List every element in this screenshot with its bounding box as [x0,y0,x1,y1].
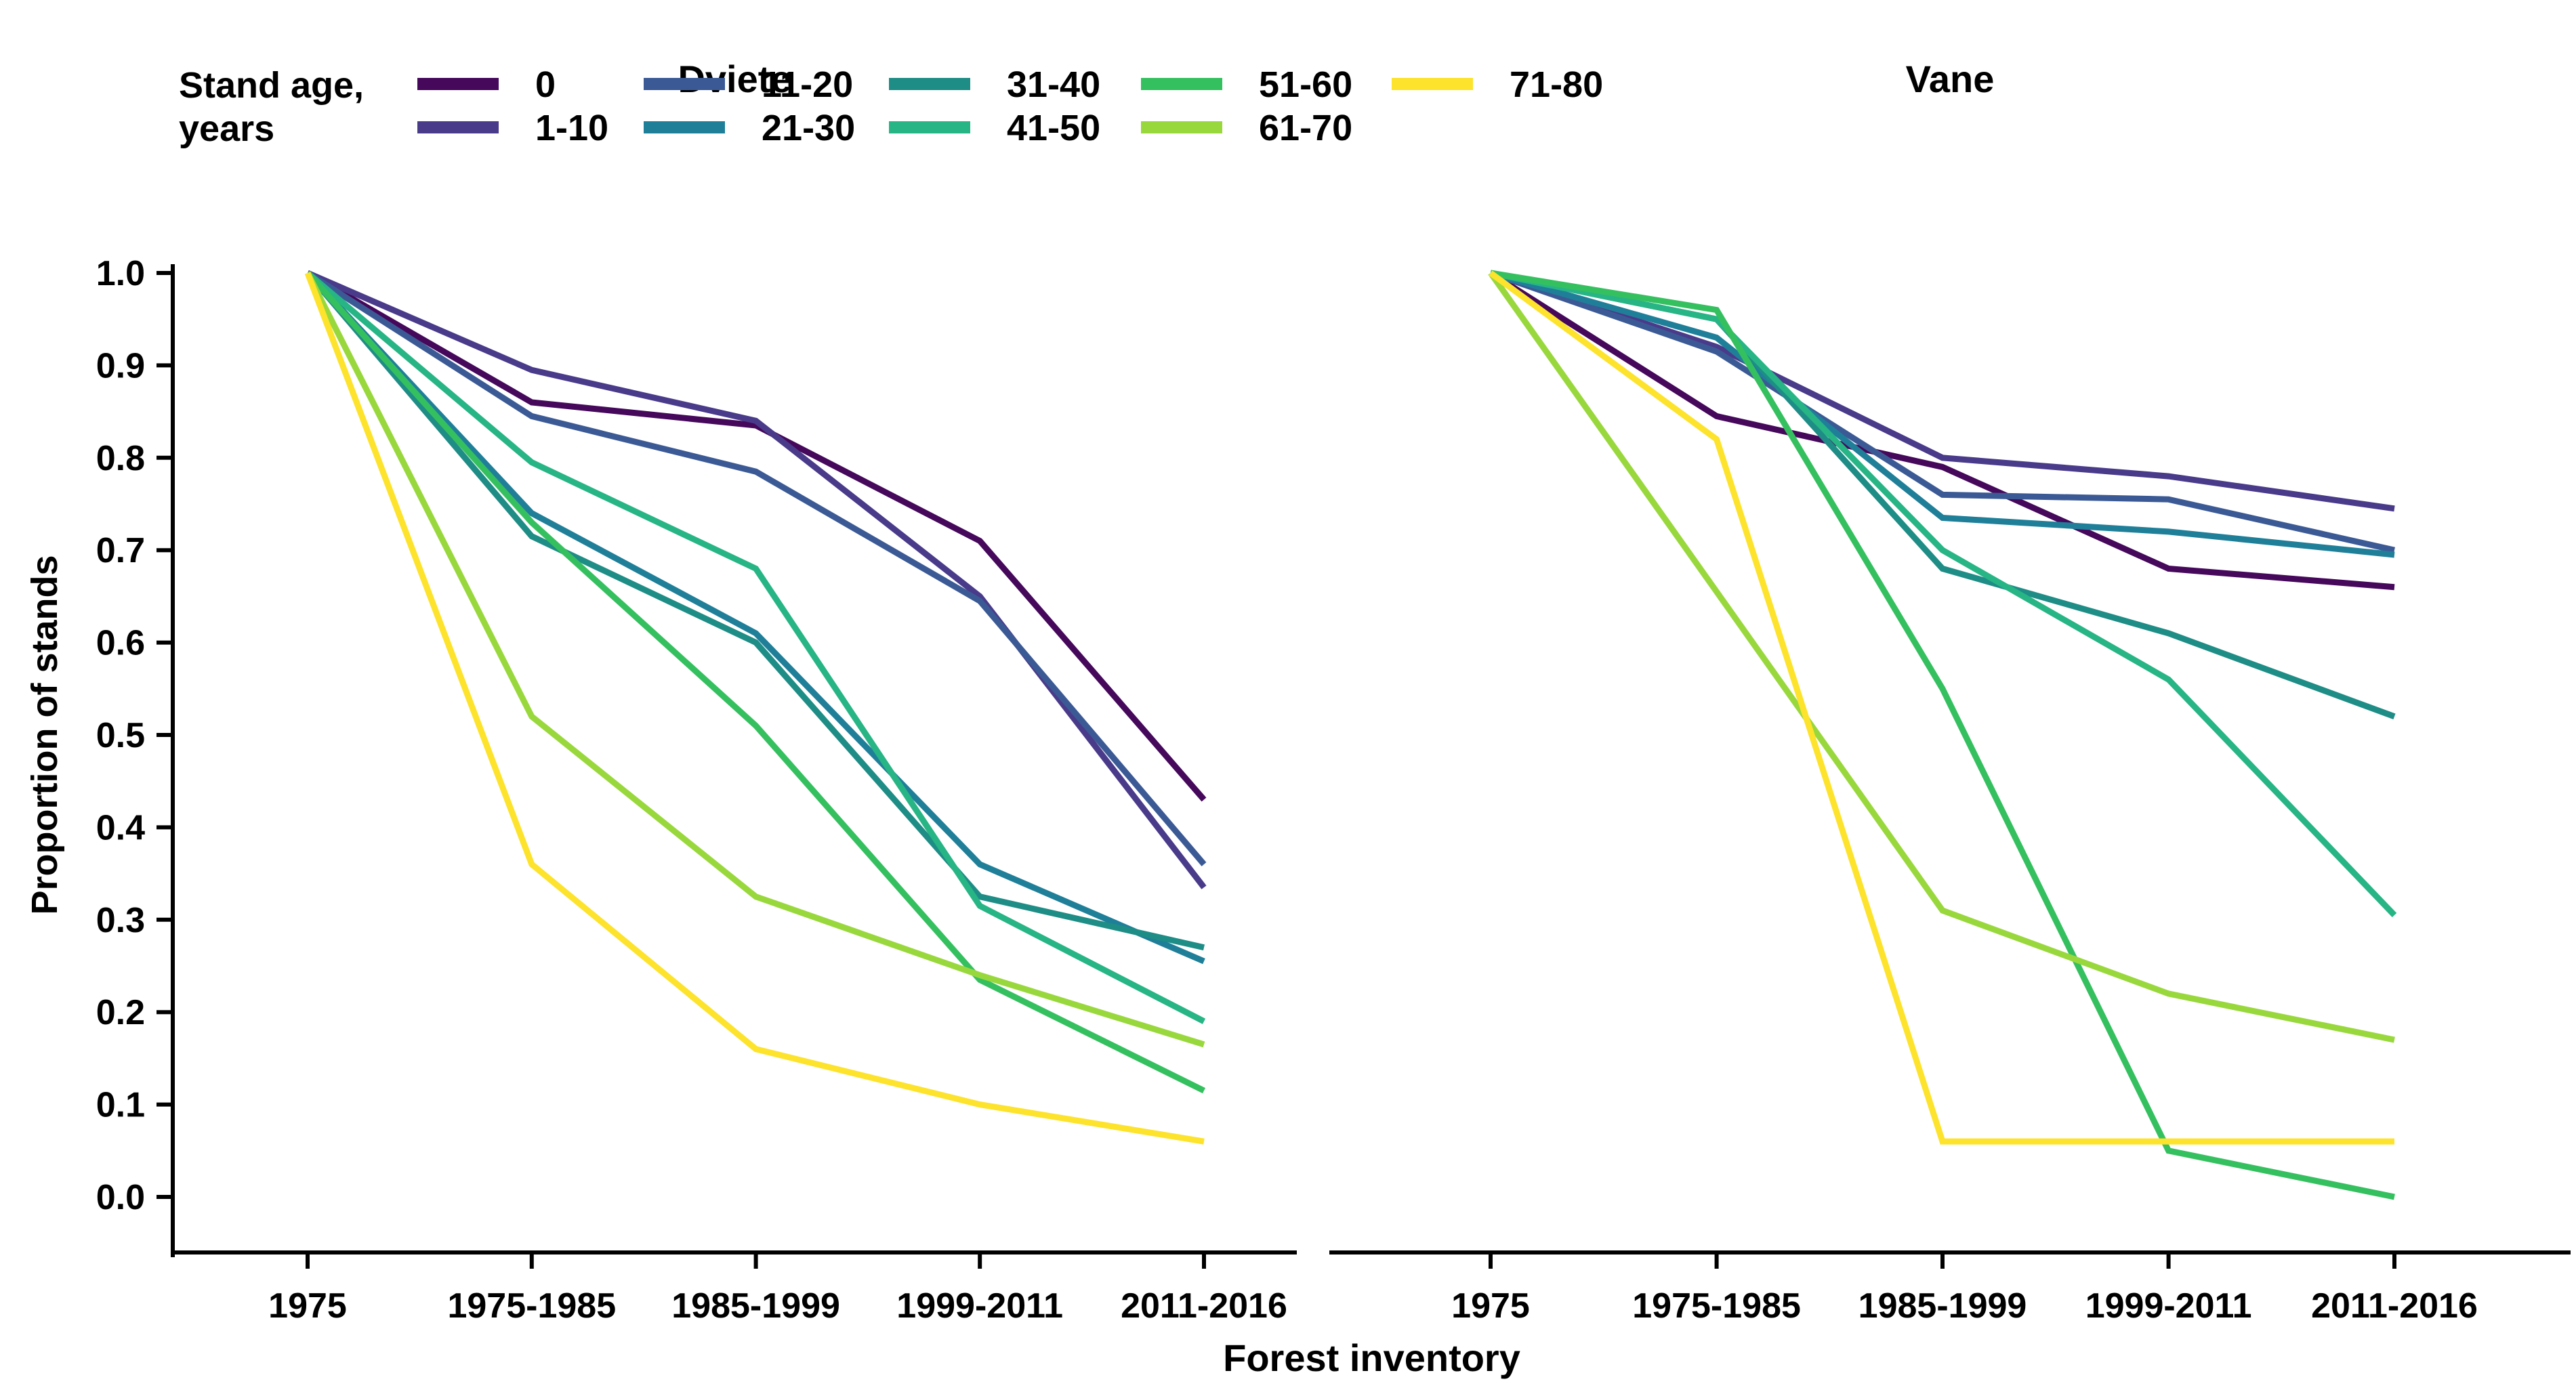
legend-label-0: 0 [535,64,556,105]
x-tick-label: 1985-1999 [1858,1286,2027,1326]
legend-title-line1: Stand age, [179,65,364,106]
y-axis-title: Proportion of stands [24,555,65,915]
x-tick-label: 1999-2011 [2085,1286,2252,1326]
legend-swatch-51-60 [1141,78,1222,90]
series-line-41-50 [1490,270,2397,918]
y-tick-label: 0.4 [96,808,145,847]
series-line-71-80 [304,272,1205,1145]
legend-label-11-20: 11-20 [762,64,853,105]
series-line-21-30 [305,270,1205,965]
legend-item-11-20: 11-20 [644,64,853,105]
y-tick-label: 0.5 [96,716,145,755]
series-line-11-20 [306,270,1207,866]
series-line-51-60 [305,270,1205,1094]
x-tick-label: 2011-2016 [2311,1286,2478,1326]
y-tick-label: 0.1 [96,1086,145,1125]
y-tick-label: 0.3 [96,901,145,940]
x-tick-label: 1975 [1451,1286,1530,1326]
legend-label-31-40: 31-40 [1007,64,1100,105]
y-tick-label: 1.0 [96,254,145,293]
legend-title-line2: years [179,108,274,149]
y-tick-label: 0.7 [96,531,145,570]
x-tick-label: 1985-1999 [671,1286,840,1326]
legend-swatch-41-50 [889,121,970,133]
series-line-0 [1489,270,2395,591]
legend-swatch-1-10 [417,121,499,133]
y-tick-label: 0.9 [96,346,145,385]
y-tick-label: 0.2 [96,993,145,1032]
x-tick-label: 1975-1985 [1632,1286,1801,1326]
y-tick-label: 0.0 [96,1178,145,1217]
panel-title: Vane [1906,58,1995,100]
legend-item-71-80: 71-80 [1392,64,1603,105]
legend-label-41-50: 41-50 [1007,108,1100,148]
legend-swatch-0 [417,78,499,90]
series-line-31-40 [305,271,1205,951]
series-line-61-70 [304,271,1205,1048]
legend-swatch-61-70 [1141,121,1222,133]
series-line-1-10 [306,270,1207,889]
series-line-0 [306,270,1207,802]
x-tick-label: 2011-2016 [1121,1286,1287,1326]
legend-item-51-60: 51-60 [1141,64,1352,105]
series-line-21-30 [1489,270,2395,558]
legend-swatch-11-20 [644,78,725,90]
series-line-51-60 [1490,270,2395,1200]
legend-label-61-70: 61-70 [1259,108,1352,148]
legend-label-21-30: 21-30 [762,108,855,148]
series-line-1-10 [1489,270,2395,512]
legend-label-1-10: 1-10 [535,108,608,148]
x-tick-label: 1975 [268,1286,347,1326]
legend-item-41-50: 41-50 [889,108,1100,148]
legend-label-71-80: 71-80 [1510,64,1603,105]
x-tick-label: 1999-2011 [896,1286,1063,1326]
x-axis-title: Forest inventory [1223,1336,1520,1379]
series-line-11-20 [1489,270,2395,553]
y-tick-label: 0.6 [96,624,145,663]
legend-swatch-71-80 [1392,78,1473,90]
series-line-71-80 [1489,270,2394,1145]
series-line-61-70 [1488,271,2395,1043]
legend-item-31-40: 31-40 [889,64,1100,105]
legend-item-1-10: 1-10 [417,108,608,148]
legend-label-51-60: 51-60 [1259,64,1352,105]
legend-swatch-31-40 [889,78,970,90]
legend-item-61-70: 61-70 [1141,108,1352,148]
y-tick-label: 0.8 [96,439,145,478]
legend-swatch-21-30 [644,121,725,133]
legend-item-0: 0 [417,64,556,105]
legend-item-21-30: 21-30 [644,108,855,148]
series-line-41-50 [306,270,1206,1024]
x-tick-label: 1975-1985 [447,1286,616,1326]
